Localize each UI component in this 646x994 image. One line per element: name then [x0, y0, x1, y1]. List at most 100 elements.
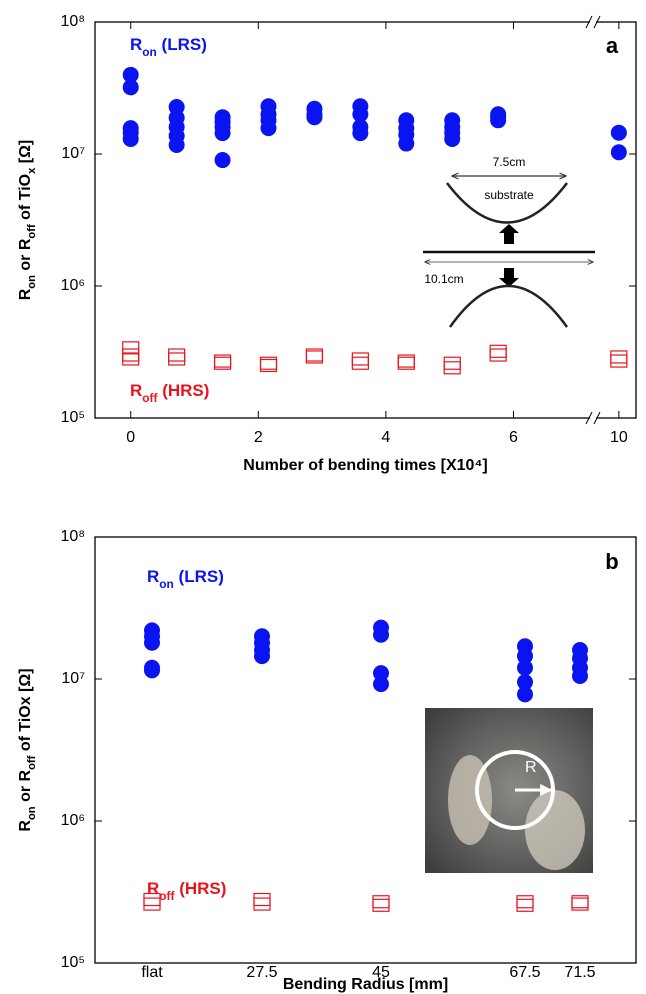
data-point	[351, 352, 369, 366]
text-part: (LRS)	[157, 35, 207, 54]
data-point	[168, 352, 186, 366]
axis-break-mark	[585, 15, 593, 29]
data-point	[260, 120, 277, 137]
text-part: R	[17, 288, 34, 300]
y-tick-label: 10⁵	[61, 954, 85, 971]
x-axis-title: Number of bending times [X10⁴]	[243, 457, 487, 474]
x-axis-title: Bending Radius [mm]	[283, 976, 448, 993]
data-point	[572, 667, 588, 684]
data-point	[253, 897, 271, 911]
data-point	[517, 674, 533, 691]
data-point	[373, 676, 389, 693]
data-point	[571, 897, 589, 911]
text-part: [Ω]	[17, 140, 34, 168]
data-point	[144, 662, 160, 679]
data-point	[214, 152, 231, 169]
glove	[525, 790, 585, 870]
data-point	[372, 895, 390, 909]
text-part: of TiO	[17, 174, 34, 224]
axis-break-mark	[585, 411, 593, 425]
radius-circle	[475, 750, 555, 830]
x-tick-label: 6	[509, 429, 518, 446]
text-part: R	[147, 567, 159, 586]
data-point	[253, 892, 271, 907]
x-tick-label: 2	[254, 429, 263, 446]
data-point	[122, 352, 140, 366]
data-point	[517, 659, 533, 676]
data-point	[259, 358, 278, 373]
text-part: (LRS)	[174, 567, 224, 586]
text-part: or R	[17, 238, 34, 275]
y-tick-label: 10⁷	[61, 145, 85, 162]
y-tick-label: 10⁷	[61, 670, 85, 687]
text-part: (HRS)	[174, 879, 226, 898]
x-tick-label: 0	[126, 429, 135, 446]
data-point	[398, 135, 415, 152]
text-part: on	[142, 45, 157, 59]
text-part: x	[26, 167, 38, 174]
data-point	[610, 350, 628, 364]
data-point	[214, 125, 231, 142]
data-point	[610, 124, 627, 141]
y-tick-label: 10⁵	[61, 409, 85, 426]
data-point	[143, 897, 161, 911]
data-point	[305, 350, 324, 364]
data-point	[397, 356, 415, 370]
y-tick-label: 10⁶	[61, 277, 85, 294]
panel-label: a	[606, 33, 619, 58]
text-part: off	[142, 391, 157, 405]
data-point	[443, 361, 461, 375]
y-tick-label: 10⁸	[60, 528, 85, 545]
series-label: Roff (HRS)	[130, 381, 209, 405]
data-point	[352, 125, 369, 142]
data-point	[517, 686, 533, 703]
inset-label: R	[525, 759, 537, 776]
data-point	[610, 144, 627, 161]
x-tick-label: 67.5	[509, 964, 540, 981]
y-axis-title: Ron or Roff of TiOx [Ω]	[17, 668, 38, 831]
series-label: Roff (HRS)	[147, 879, 226, 903]
data-point	[122, 130, 139, 147]
data-point	[351, 356, 369, 370]
data-point	[373, 665, 389, 682]
series-label: Ron (LRS)	[147, 567, 224, 591]
data-point	[213, 356, 232, 370]
sample-photo: R	[425, 708, 593, 873]
text-part: on	[26, 275, 38, 289]
text-part: of TiOx [Ω]	[17, 668, 34, 755]
data-point	[443, 356, 461, 370]
data-point	[489, 344, 507, 358]
text-part: R	[130, 35, 142, 54]
down-arrow	[499, 268, 519, 287]
data-point	[122, 341, 140, 355]
text-part: (HRS)	[157, 381, 209, 400]
plot-frame	[94, 536, 637, 964]
text-part: off	[26, 755, 38, 770]
series-label: Ron (LRS)	[130, 35, 207, 59]
data-point	[122, 348, 140, 362]
data-point	[372, 898, 390, 912]
x-tick-label: 4	[381, 429, 390, 446]
data-point	[373, 626, 389, 643]
text-part: off	[26, 224, 38, 239]
text-part: R	[147, 879, 159, 898]
inset-label: 7.5cm	[493, 155, 526, 169]
data-point	[168, 136, 185, 153]
up-arrow	[499, 224, 519, 244]
y-axis-title: Ron or Roff of TiOx [Ω]	[17, 140, 38, 301]
axis-break-mark	[593, 15, 601, 29]
inset-label: 10.1cm	[424, 272, 463, 286]
text-part: R	[130, 381, 142, 400]
bowl	[446, 182, 568, 224]
x-tick-label: 10	[610, 429, 628, 446]
panel-label: b	[605, 549, 618, 574]
data-point	[489, 348, 507, 362]
y-tick-label: 10⁶	[61, 812, 85, 829]
plot-frame	[94, 21, 637, 419]
bending-diagram: 7.5cm substrate 10.1cm	[423, 155, 595, 328]
data-point	[122, 79, 139, 96]
axis-break-mark	[593, 411, 601, 425]
hill	[448, 284, 569, 328]
